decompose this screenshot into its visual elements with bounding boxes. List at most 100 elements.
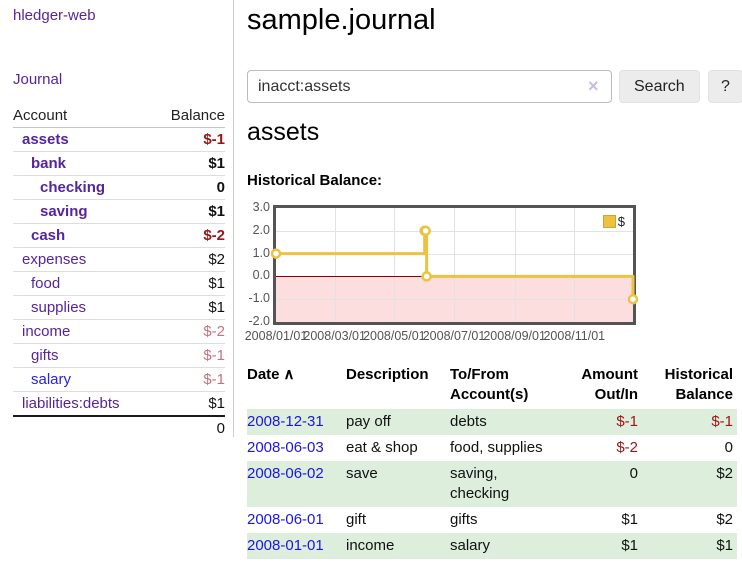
column-header-accounts: To/From Account(s)	[450, 366, 529, 403]
transaction-amount: $1	[621, 537, 638, 554]
x-axis-tick-label: 2008/03/01	[303, 329, 366, 343]
account-balance: $-1	[203, 347, 225, 364]
x-axis-tick-label: 2008/11/01	[543, 329, 606, 343]
main-content: sample.journal × Search ? assets Histori…	[245, 0, 742, 582]
account-link-saving[interactable]: saving	[40, 203, 88, 220]
account-row: expenses $2	[13, 248, 225, 272]
transaction-accounts: salary	[450, 537, 491, 554]
y-axis-tick-label: 3.0	[252, 200, 270, 214]
accounts-total-value: 0	[216, 420, 225, 437]
app-title-link[interactable]: hledger-web	[13, 7, 96, 24]
column-header-date[interactable]: Date ∧	[247, 363, 346, 409]
account-balance: $1	[208, 155, 225, 172]
date-header-label: Date	[247, 366, 280, 383]
transaction-balance: $-1	[711, 413, 733, 430]
account-row: assets $-1	[13, 128, 225, 152]
register-row: 2008-12-31 pay off debts $-1 $-1	[247, 409, 737, 435]
transaction-accounts: gifts	[450, 511, 478, 528]
account-link-bank[interactable]: bank	[31, 155, 67, 172]
account-balance: 0	[216, 179, 225, 196]
account-link-liabilities-debts[interactable]: liabilities:debts	[22, 395, 120, 412]
account-row: supplies $1	[13, 296, 225, 320]
transaction-date-link[interactable]: 2008-06-02	[247, 465, 324, 482]
register-row: 2008-01-01 income salary $1 $1	[247, 533, 737, 559]
legend-swatch-icon	[602, 215, 616, 228]
register-row: 2008-06-02 save saving, checking 0 $2	[247, 461, 737, 507]
account-link-expenses[interactable]: expenses	[22, 251, 87, 268]
register-row: 2008-06-01 gift gifts $1 $2	[247, 507, 737, 533]
x-axis-tick-label: 2008/01/01	[244, 329, 308, 343]
transaction-accounts: saving, checking	[450, 465, 510, 502]
account-row: gifts $-1	[13, 344, 225, 368]
sidebar: hledger-web Journal Account Balance asse…	[0, 0, 234, 437]
balance-column-header: Balance	[170, 107, 225, 124]
transaction-balance: $1	[716, 537, 733, 554]
data-point-marker	[421, 271, 432, 282]
y-axis-tick-label: 2.0	[252, 222, 270, 237]
y-axis-tick-label: -2.0	[248, 314, 270, 328]
search-button[interactable]: Search	[619, 70, 700, 103]
account-row: salary $-1	[13, 368, 225, 392]
transaction-amount: $1	[621, 511, 638, 528]
transaction-balance: $2	[716, 465, 733, 482]
account-row: food $1	[13, 272, 225, 296]
account-balance: $1	[208, 299, 225, 316]
account-link-checking[interactable]: checking	[40, 179, 106, 196]
chart-legend: $	[600, 213, 627, 230]
data-point-marker	[627, 293, 639, 305]
account-link-food[interactable]: food	[31, 275, 61, 292]
transaction-date-link[interactable]: 2008-01-01	[247, 537, 324, 554]
account-link-income[interactable]: income	[22, 323, 71, 340]
clear-search-icon[interactable]: ×	[588, 76, 599, 96]
account-row: liabilities:debts $1	[13, 392, 225, 415]
account-link-cash[interactable]: cash	[31, 227, 66, 244]
account-link-salary[interactable]: salary	[31, 371, 72, 388]
transaction-date-link[interactable]: 2008-06-01	[247, 511, 324, 528]
account-link-gifts[interactable]: gifts	[31, 347, 59, 364]
column-header-description: Description	[346, 366, 429, 383]
transaction-description: gift	[346, 511, 367, 528]
transaction-date-link[interactable]: 2008-12-31	[247, 413, 324, 430]
chart-plot: $	[270, 205, 639, 325]
transaction-amount: 0	[629, 465, 638, 482]
account-link-assets[interactable]: assets	[22, 131, 69, 148]
account-balance: $-2	[203, 323, 225, 340]
account-row: cash $-2	[13, 224, 225, 248]
sidebar-item-journal[interactable]: Journal	[13, 71, 63, 88]
sort-ascending-icon: ∧	[283, 366, 295, 383]
transaction-accounts: food, supplies	[450, 439, 543, 456]
legend-label: $	[617, 214, 625, 229]
transaction-date-link[interactable]: 2008-06-03	[247, 439, 324, 456]
transaction-balance: $2	[716, 511, 733, 528]
account-row: income $-2	[13, 320, 225, 344]
account-balance: $1	[208, 275, 225, 292]
chart-title: Historical Balance:	[247, 172, 383, 189]
account-heading: assets	[247, 118, 320, 146]
account-balance: $-1	[203, 371, 225, 388]
account-row: saving $1	[13, 200, 225, 224]
x-axis-tick-label: 2008/07/01	[422, 329, 486, 343]
balance-series-line	[270, 225, 639, 305]
account-table-header: Account Balance	[13, 104, 225, 128]
y-axis-tick-label: 1.0	[252, 245, 270, 260]
x-axis-tick-label: 2008/05/01	[363, 329, 426, 343]
account-link-supplies[interactable]: supplies	[31, 299, 87, 316]
x-axis-tick-label: 2008/09/01	[483, 329, 546, 343]
help-button[interactable]: ?	[708, 70, 742, 103]
account-balance: $1	[208, 203, 225, 220]
account-column-header: Account	[13, 107, 68, 124]
register-table: Date ∧ Description To/From Account(s) Amo…	[247, 363, 737, 559]
search-input[interactable]	[247, 70, 612, 103]
account-balance: $-1	[203, 131, 225, 148]
account-balance: $-2	[203, 227, 225, 244]
page-title: sample.journal	[247, 4, 436, 36]
transaction-accounts: debts	[450, 413, 487, 430]
register-row: 2008-06-03 eat & shop food, supplies $-2…	[247, 435, 737, 461]
transaction-amount: $-2	[616, 439, 638, 456]
transaction-balance: 0	[724, 439, 733, 456]
y-axis-tick-label: 0.0	[252, 268, 270, 283]
y-axis-tick-label: -1.0	[248, 291, 270, 306]
chart-area: $ 3.0 2.0 1.0 0.0 -1.0 -2.0 2008/01/01 2008/03/…	[245, 200, 742, 350]
search-form: × Search ?	[247, 70, 742, 103]
data-point-marker	[270, 248, 282, 259]
